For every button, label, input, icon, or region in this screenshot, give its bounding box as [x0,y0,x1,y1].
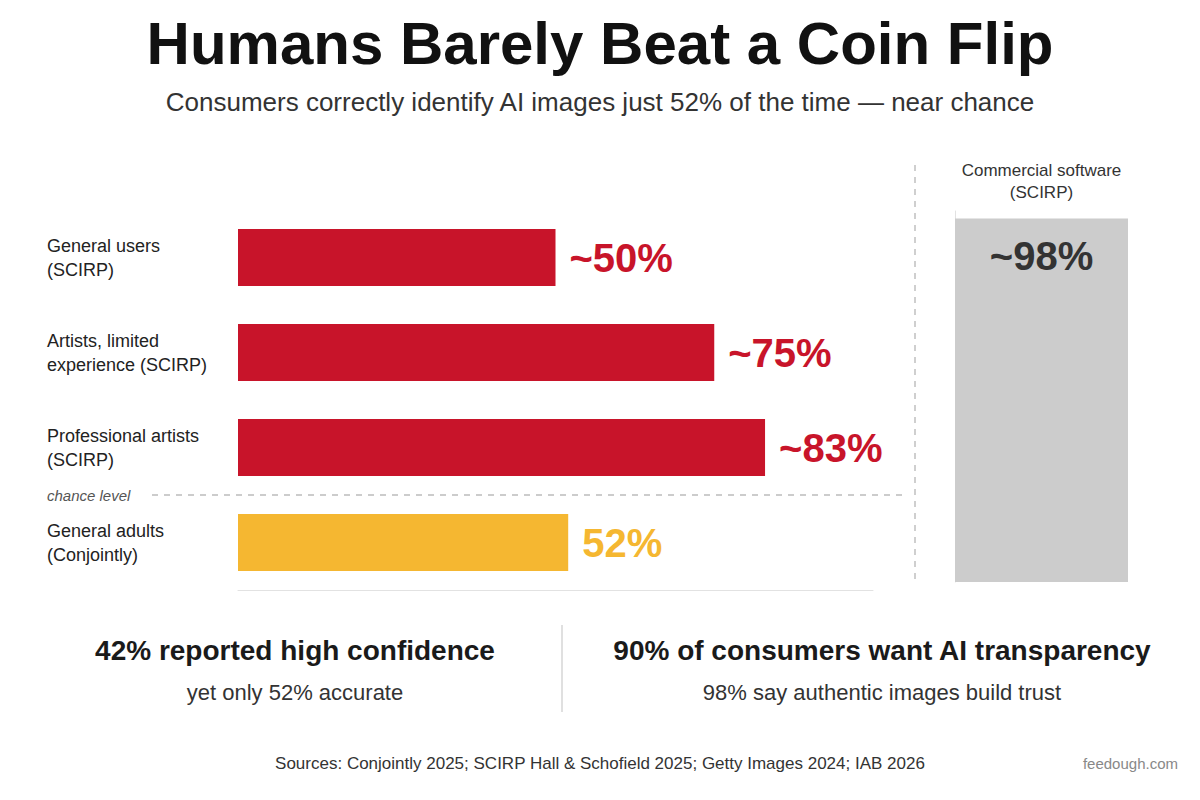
svg-text:98% say authentic images build: 98% say authentic images build trust [703,680,1061,705]
svg-text:~75%: ~75% [728,331,831,375]
svg-text:(Conjointly): (Conjointly) [47,545,138,565]
svg-text:~83%: ~83% [779,426,882,470]
svg-text:General adults: General adults [47,521,164,541]
svg-text:chance level: chance level [47,487,131,504]
svg-text:yet only 52% accurate: yet only 52% accurate [187,680,403,705]
svg-text:experience (SCIRP): experience (SCIRP) [47,355,207,375]
svg-text:Humans Barely Beat a Coin Flip: Humans Barely Beat a Coin Flip [147,10,1054,77]
svg-text:Consumers correctly identify A: Consumers correctly identify AI images j… [166,87,1035,117]
svg-text:Professional artists: Professional artists [47,426,199,446]
svg-text:General users: General users [47,236,160,256]
svg-text:(SCIRP): (SCIRP) [47,450,114,470]
svg-text:(SCIRP): (SCIRP) [1010,183,1073,202]
svg-text:42% reported high confidence: 42% reported high confidence [95,635,495,666]
svg-text:(SCIRP): (SCIRP) [47,260,114,280]
svg-text:~98%: ~98% [990,234,1093,278]
svg-text:Artists, limited: Artists, limited [47,331,159,351]
svg-text:~50%: ~50% [570,236,673,280]
svg-text:Sources: Conjointly 2025; SCIR: Sources: Conjointly 2025; SCIRP Hall & S… [275,754,925,773]
svg-text:Commercial software: Commercial software [962,161,1122,180]
svg-text:90% of consumers want AI trans: 90% of consumers want AI transparency [613,635,1151,666]
svg-text:feedough.com: feedough.com [1083,755,1178,772]
svg-text:52%: 52% [582,521,662,565]
